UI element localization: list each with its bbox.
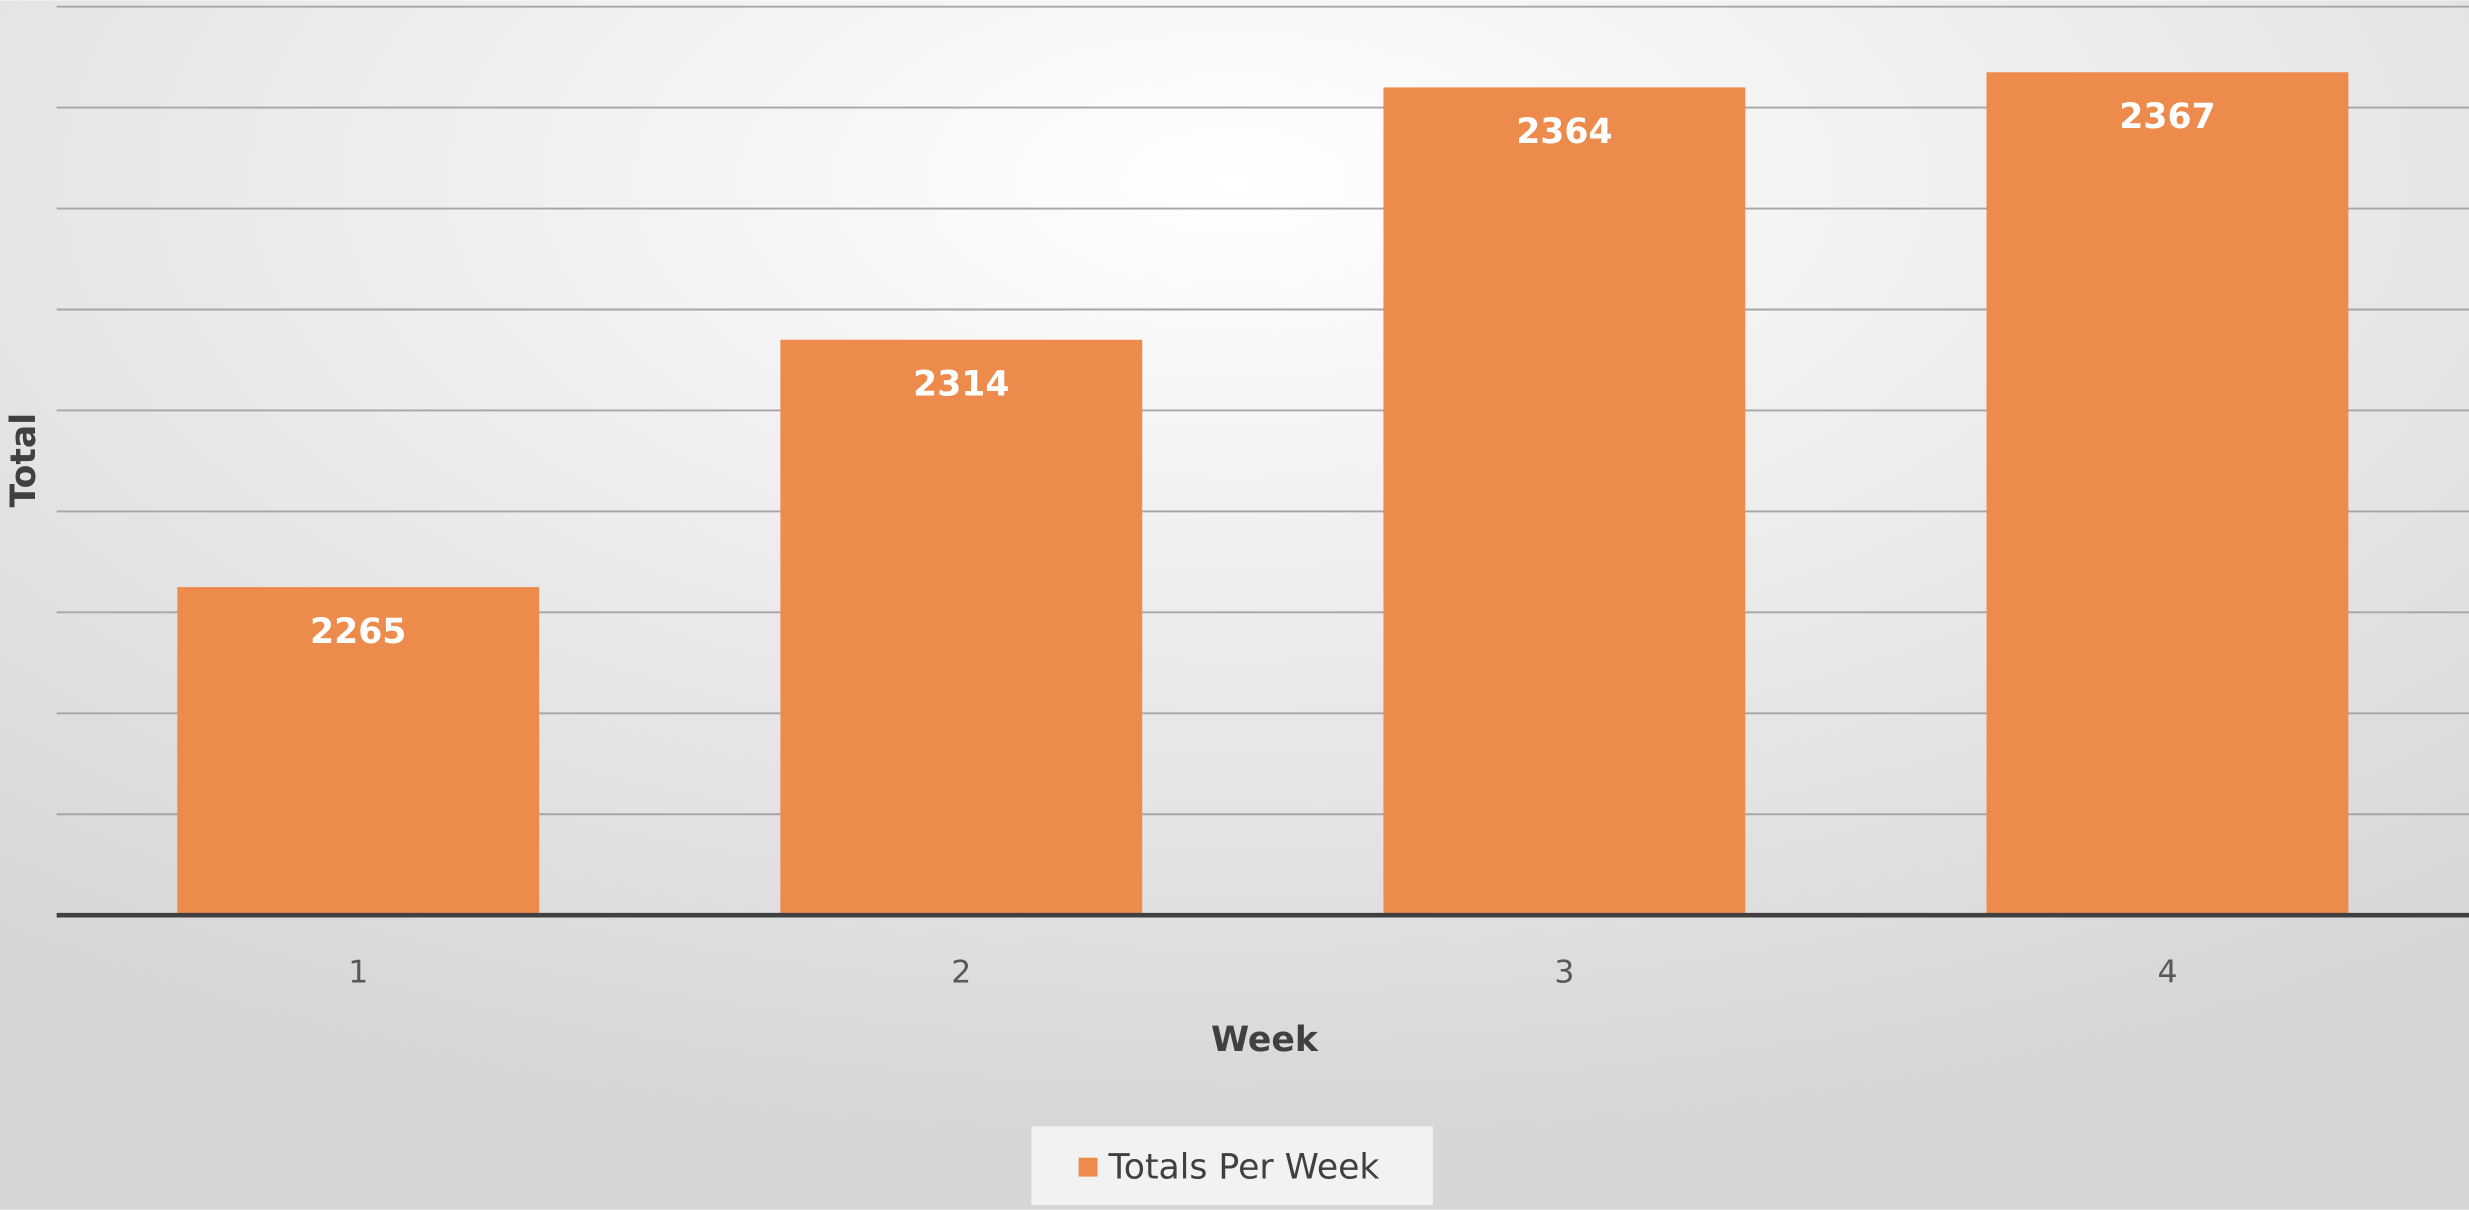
bar xyxy=(1383,87,1746,916)
x-tick-label: 2 xyxy=(951,954,971,990)
x-tick-label: 3 xyxy=(1554,954,1574,990)
x-axis-title: Week xyxy=(1211,1020,1319,1060)
x-tick-label: 4 xyxy=(2157,954,2177,990)
value-label: 2367 xyxy=(2119,97,2215,137)
x-tick-label: 1 xyxy=(348,954,368,990)
legend-box xyxy=(1031,1126,1433,1205)
bar xyxy=(177,587,540,916)
legend-swatch xyxy=(1078,1157,1098,1177)
value-label: 2364 xyxy=(1516,112,1612,152)
y-axis-title: Total xyxy=(4,413,44,508)
bar xyxy=(1986,72,2349,916)
bar xyxy=(780,339,1143,916)
value-label: 2314 xyxy=(913,364,1009,404)
legend-label: Totals Per Week xyxy=(1108,1148,1380,1188)
value-label: 2265 xyxy=(310,612,406,652)
